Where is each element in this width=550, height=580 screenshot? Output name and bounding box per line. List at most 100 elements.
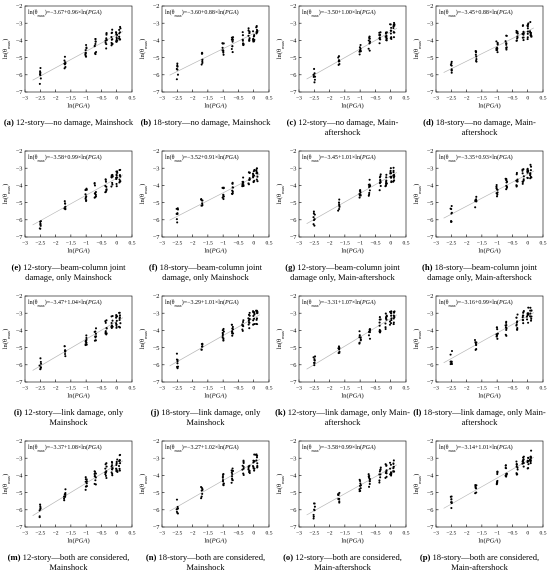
data-point <box>39 362 43 365</box>
panel-caption-text: 12-story—link damage, only Mainshock <box>21 407 124 427</box>
x-axis-label: ln(PGA) <box>341 103 363 110</box>
data-point <box>105 476 108 480</box>
x-tick-label: −3 <box>22 531 28 537</box>
y-axis-label: ln(θmax) <box>413 184 422 205</box>
data-point <box>63 55 66 58</box>
data-point <box>118 32 121 35</box>
plot-frame <box>435 5 544 93</box>
panel-caption: (c) 12-story—no damage, Main-aftershock <box>274 117 411 137</box>
data-point <box>450 498 453 501</box>
x-axis-label: ln(PGA) <box>204 538 226 545</box>
data-point <box>256 465 259 468</box>
data-point <box>385 173 388 176</box>
data-point <box>475 50 478 53</box>
y-tick-label: −7 <box>290 379 298 386</box>
data-point <box>255 317 259 320</box>
data-point <box>358 196 361 199</box>
data-point <box>64 493 67 496</box>
y-tick-label: −3 <box>16 20 23 27</box>
data-point <box>474 53 477 56</box>
data-point <box>527 463 530 466</box>
data-point <box>251 464 255 468</box>
x-tick-label: −1 <box>494 531 500 537</box>
x-tick-label: 0.5 <box>266 386 273 392</box>
data-point <box>475 55 478 58</box>
regression-equation: ln(θmax)=−3.37+1.08×ln(PGA) <box>28 444 102 453</box>
data-point <box>247 323 250 326</box>
data-point <box>516 32 519 35</box>
y-tick-label: −2 <box>153 148 160 155</box>
data-point <box>367 473 370 476</box>
y-tick-label: −4 <box>427 38 435 45</box>
data-point <box>450 349 454 353</box>
data-point <box>389 32 392 35</box>
data-point <box>359 338 362 341</box>
data-point <box>521 24 525 27</box>
x-axis-label: ln(PGA) <box>204 393 226 400</box>
regression-line <box>169 173 260 221</box>
data-point <box>255 453 258 456</box>
data-point <box>368 191 371 195</box>
data-point <box>116 33 119 37</box>
data-point <box>379 33 382 36</box>
data-point <box>94 476 97 479</box>
data-point <box>529 319 533 322</box>
data-point <box>392 459 395 462</box>
data-point <box>522 175 525 178</box>
data-point <box>248 317 251 321</box>
y-axis-label: ln(θmax) <box>2 184 11 205</box>
data-point <box>393 31 396 34</box>
plot-frame <box>161 5 270 93</box>
y-tick-label: −4 <box>290 38 298 45</box>
data-point <box>313 505 316 508</box>
x-tick-label: −2 <box>327 386 333 392</box>
data-point <box>105 31 108 35</box>
data-point <box>312 210 315 213</box>
x-tick-label: −3 <box>433 531 439 537</box>
data-point <box>527 306 530 309</box>
y-tick-label: −4 <box>427 473 435 480</box>
data-point <box>175 508 178 511</box>
data-point <box>94 40 97 43</box>
x-tick-label: −1 <box>83 96 89 102</box>
panel-caption-text: 18-story—no damage, Main-aftershock <box>433 117 536 137</box>
data-point <box>176 505 179 509</box>
x-tick-label: 0 <box>115 96 118 102</box>
y-tick-label: −3 <box>153 310 160 317</box>
x-tick-label: −2.5 <box>35 96 45 102</box>
data-point <box>529 163 532 166</box>
data-point <box>522 178 525 181</box>
data-point <box>312 515 315 518</box>
data-point <box>111 474 114 477</box>
y-axis-label: ln(θmax) <box>413 474 422 495</box>
x-tick-label: −2.5 <box>35 386 45 392</box>
y-tick-label: −7 <box>427 379 435 386</box>
panel-caption-text: 18-story—beam-column joint damage, only … <box>157 262 263 282</box>
panel-caption-text: 18-story—no damage, Mainshock <box>151 117 271 127</box>
x-tick-label: 0 <box>526 241 529 247</box>
y-tick-label: −2 <box>16 438 23 445</box>
data-point <box>393 179 396 182</box>
data-point <box>378 189 381 192</box>
panel-caption-text: 12-story—beam-column joint damage, only … <box>21 262 126 282</box>
data-point <box>368 478 371 481</box>
data-point <box>390 175 393 179</box>
panel-label: (j) <box>150 407 160 417</box>
data-point <box>379 31 382 34</box>
data-point <box>252 314 255 318</box>
x-tick-label: −2 <box>464 96 470 102</box>
y-tick-label: −3 <box>153 165 160 172</box>
data-point <box>389 310 392 313</box>
data-point <box>201 202 204 205</box>
y-tick-label: −3 <box>153 455 160 462</box>
data-point <box>475 491 478 494</box>
x-axis-label: ln(PGA) <box>67 393 89 400</box>
y-tick-label: −4 <box>16 328 24 335</box>
data-point <box>526 27 529 30</box>
x-tick-label: −2 <box>190 531 196 537</box>
x-tick-label: 0.5 <box>129 96 136 102</box>
y-tick-label: −3 <box>153 20 160 27</box>
data-point <box>473 338 477 342</box>
data-point <box>450 506 453 510</box>
data-point <box>247 465 250 468</box>
